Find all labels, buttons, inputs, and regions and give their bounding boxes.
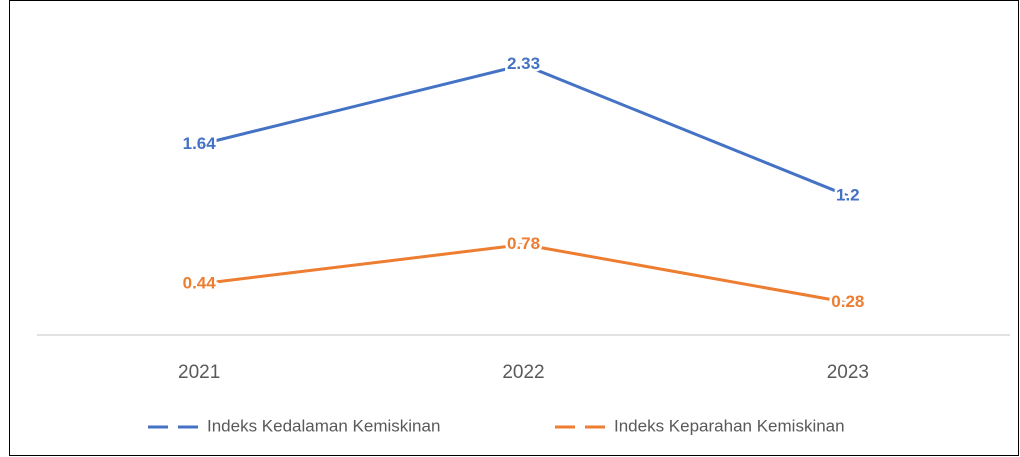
legend-label: Indeks Keparahan Kemiskinan [614,416,845,435]
data-label: 2.33 [507,54,540,73]
data-label: 1.64 [183,134,217,153]
data-label: 1.2 [836,185,860,204]
legend-label: Indeks Kedalaman Kemiskinan [207,416,440,435]
series-line [198,63,849,198]
x-tick-label: 2021 [178,362,220,383]
data-label: 0.44 [183,273,217,292]
x-tick-label: 2022 [502,362,544,383]
data-label: 0.28 [831,292,864,311]
x-tick-label: 2023 [827,362,869,383]
chart-frame [9,0,1019,456]
series-line [198,243,849,304]
data-label: 0.78 [507,234,540,253]
